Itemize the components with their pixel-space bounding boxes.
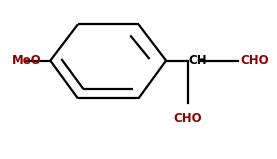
Text: CH: CH: [188, 54, 207, 67]
Text: CHO: CHO: [240, 54, 269, 67]
Text: MeO: MeO: [12, 54, 42, 67]
Text: CHO: CHO: [174, 112, 202, 125]
